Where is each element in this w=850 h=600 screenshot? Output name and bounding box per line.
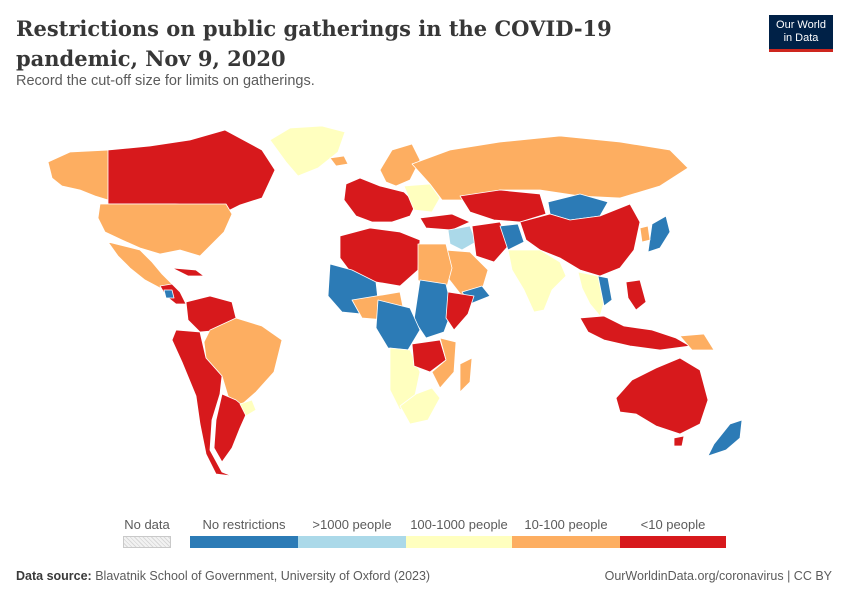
region-philippines[interactable] (625, 279, 647, 311)
region-japan[interactable] (647, 215, 671, 253)
region-usa[interactable] (97, 203, 233, 257)
legend-swatch-10-100[interactable] (512, 536, 620, 548)
region-alaska[interactable] (47, 149, 111, 201)
footer-source: Data source: Blavatnik School of Governm… (16, 569, 430, 583)
region-argentina[interactable] (213, 393, 249, 463)
region-nicaragua[interactable] (163, 289, 175, 299)
region-iraq-syria[interactable] (447, 225, 477, 251)
region-kazakhstan[interactable] (459, 189, 547, 223)
region-eastern-europe[interactable] (403, 183, 441, 213)
region-canada[interactable] (107, 129, 276, 213)
region-papua[interactable] (679, 333, 715, 351)
legend-label-no-restrictions: No restrictions (202, 517, 286, 532)
source-label: Data source: (16, 569, 92, 583)
legend-no-data-label: No data (124, 517, 170, 532)
region-uruguay[interactable] (239, 399, 257, 417)
owid-logo[interactable]: Our World in Data (769, 15, 833, 52)
chart-title: Restrictions on public gatherings in the… (16, 16, 612, 71)
legend-label-under-10: <10 people (640, 517, 706, 532)
region-turkey[interactable] (419, 213, 471, 231)
legend-swatch-100-1000[interactable] (406, 536, 512, 548)
region-greenland[interactable] (269, 125, 346, 177)
region-tasmania[interactable] (673, 435, 685, 447)
legend-label-over-1000: >1000 people (312, 517, 392, 532)
region-australia[interactable] (615, 357, 709, 435)
region-peru-chile[interactable] (171, 329, 233, 477)
region-vietnam[interactable] (597, 275, 613, 307)
region-iran[interactable] (471, 221, 511, 263)
region-scandinavia[interactable] (379, 143, 421, 187)
legend-label-100-1000: 100-1000 people (410, 517, 508, 532)
region-north-africa[interactable] (339, 227, 421, 287)
region-china[interactable] (519, 203, 641, 277)
region-india[interactable] (507, 249, 567, 313)
source-text: Blavatnik School of Government, Universi… (95, 569, 431, 583)
region-western-europe[interactable] (343, 177, 417, 223)
chart-subtitle: Record the cut-off size for limits on ga… (16, 73, 315, 89)
region-mozambique[interactable] (431, 337, 457, 389)
region-new-zealand[interactable] (707, 419, 743, 457)
region-madagascar[interactable] (459, 357, 473, 393)
region-korea[interactable] (639, 225, 651, 243)
region-central-africa[interactable] (375, 299, 421, 351)
legend-no-data-swatch (123, 536, 171, 548)
logo-line-1: Our World (776, 19, 826, 31)
footer-url[interactable]: OurWorldinData.org/coronavirus | CC BY (604, 569, 832, 583)
region-south-africa[interactable] (399, 387, 441, 425)
region-cuba[interactable] (171, 267, 205, 277)
legend-label-10-100: 10-100 people (524, 517, 608, 532)
region-somalia[interactable] (445, 291, 475, 331)
logo-line-2: in Data (783, 32, 819, 44)
world-map[interactable] (0, 112, 850, 492)
legend-swatch-over-1000[interactable] (298, 536, 406, 548)
legend-swatch-no-restrictions[interactable] (190, 536, 298, 548)
region-indonesia[interactable] (579, 315, 691, 351)
region-afghanistan[interactable] (499, 223, 525, 251)
legend-swatch-under-10[interactable] (620, 536, 726, 548)
region-iceland[interactable] (329, 155, 349, 167)
region-russia[interactable] (411, 135, 689, 201)
region-zambia[interactable] (411, 339, 447, 373)
